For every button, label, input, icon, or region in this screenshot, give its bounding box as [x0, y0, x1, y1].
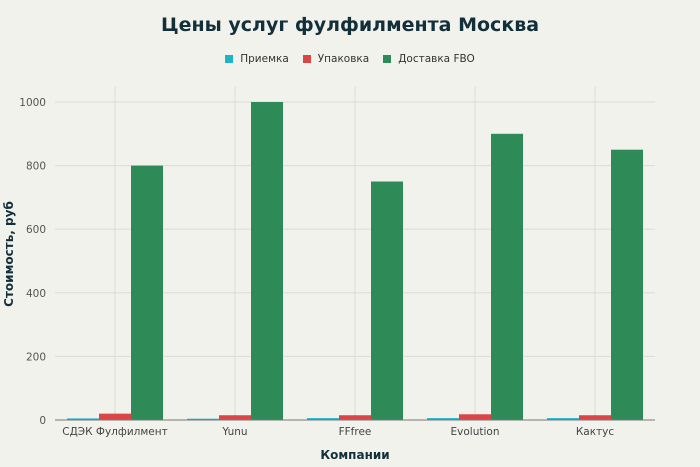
y-tick-label: 600 — [26, 224, 46, 236]
legend-item-priemka[interactable]: Приемка — [225, 53, 289, 65]
chart-title: Цены услуг фулфилмента Москва — [160, 14, 540, 36]
legend-item-upakovka[interactable]: Упаковка — [302, 53, 370, 65]
bar-0-3 — [427, 418, 459, 420]
bar-2-3 — [491, 133, 523, 421]
x-tick-label: FFfree — [339, 426, 372, 438]
legend-item-fbo[interactable]: Доставка FBO — [383, 53, 475, 65]
y-tick-label: 1000 — [19, 97, 46, 109]
bar-2-4 — [611, 149, 643, 420]
bar-0-0 — [67, 418, 99, 420]
bar-0-4 — [547, 418, 579, 420]
legend-label: Приемка — [240, 53, 289, 65]
y-tick-label: 200 — [26, 351, 46, 363]
x-axis-title: Компании — [320, 448, 389, 462]
bar-1-3 — [459, 414, 491, 420]
bar-1-2 — [339, 415, 371, 420]
bar-1-0 — [99, 413, 131, 420]
bar-0-2 — [307, 418, 339, 420]
bar-1-1 — [219, 415, 251, 420]
legend-swatch — [225, 55, 234, 63]
legend-swatch — [383, 55, 392, 63]
legend: Приемка Упаковка Доставка FBO — [0, 53, 700, 65]
x-tick-label: Кактус — [576, 426, 615, 438]
x-tick-label: Yunu — [221, 426, 247, 438]
bar-2-0 — [131, 165, 163, 420]
legend-label: Доставка FBO — [398, 53, 475, 65]
legend-swatch — [302, 55, 311, 63]
bar-2-1 — [251, 102, 283, 420]
legend-label: Упаковка — [317, 53, 370, 65]
bar-1-4 — [579, 415, 611, 420]
x-tick-label: Evolution — [451, 426, 500, 438]
x-tick-label: СДЭК Фулфилмент — [62, 426, 168, 438]
bar-0-1 — [187, 418, 219, 420]
y-axis-title: Стоимость, руб — [2, 201, 16, 307]
bar-2-2 — [371, 181, 403, 420]
y-tick-label: 0 — [39, 415, 46, 427]
y-tick-label: 400 — [26, 288, 46, 300]
y-tick-label: 800 — [26, 161, 46, 173]
